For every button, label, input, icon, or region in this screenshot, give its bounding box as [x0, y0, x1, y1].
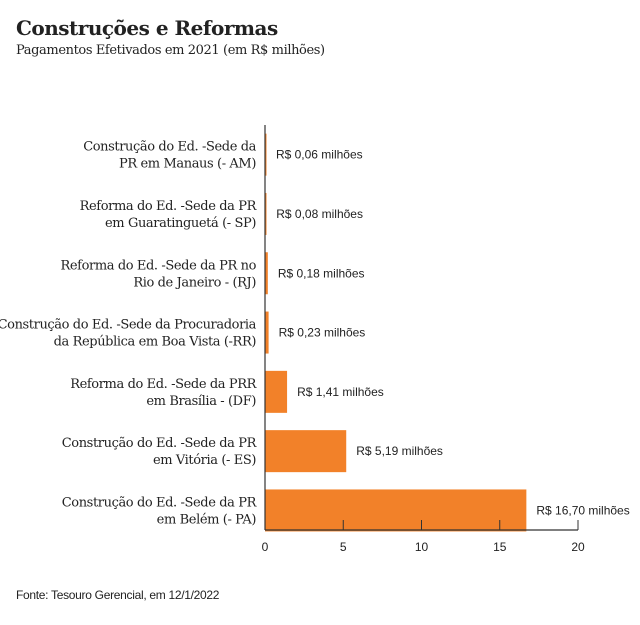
data-label: R$ 0,23 milhões — [279, 326, 366, 340]
x-tick-label: 0 — [262, 540, 269, 554]
category-label: da República em Boa Vista (-RR) — [54, 335, 257, 350]
bar — [265, 133, 267, 176]
data-label: R$ 0,08 milhões — [276, 207, 363, 221]
data-label: R$ 0,06 milhões — [276, 148, 363, 162]
category-label: Construção do Ed. -Sede da PR — [62, 436, 258, 451]
chart-title: Construções e Reformas — [16, 16, 278, 40]
x-tick-label: 5 — [340, 540, 347, 554]
category-label: Reforma do Ed. -Sede da PR — [80, 199, 258, 214]
data-label: R$ 5,19 milhões — [356, 444, 443, 458]
category-label: Construção do Ed. -Sede da — [83, 140, 256, 155]
x-tick-label: 20 — [571, 540, 585, 554]
x-tick-label: 10 — [415, 540, 429, 554]
data-label: R$ 16,70 milhões — [536, 503, 629, 517]
data-label: R$ 1,41 milhões — [297, 385, 384, 399]
category-label: em Vitória (- ES) — [153, 453, 256, 468]
bar — [265, 489, 527, 532]
data-label: R$ 0,18 milhões — [278, 266, 365, 280]
category-label: Construção do Ed. -Sede da Procuradoria — [0, 318, 257, 333]
category-label: em Guaratinguetá (- SP) — [105, 216, 256, 231]
source-note: Fonte: Tesouro Gerencial, em 12/1/2022 — [16, 588, 220, 602]
bar — [265, 192, 267, 235]
bar — [265, 252, 268, 295]
bar — [265, 311, 269, 354]
category-label: PR em Manaus (- AM) — [119, 157, 256, 172]
category-label: em Brasília - (DF) — [146, 394, 256, 409]
x-tick-label: 15 — [493, 540, 507, 554]
category-label: Construção do Ed. -Sede da PR — [62, 495, 258, 510]
chart-subtitle: Pagamentos Efetivados em 2021 (em R$ mil… — [16, 43, 325, 58]
category-label: Reforma do Ed. -Sede da PR no — [60, 258, 256, 273]
bar — [265, 370, 288, 413]
category-label: Reforma do Ed. -Sede da PRR — [70, 377, 257, 392]
category-label: em Belém (- PA) — [157, 512, 257, 527]
category-label: Rio de Janeiro - (RJ) — [133, 275, 256, 290]
bar — [265, 430, 347, 473]
